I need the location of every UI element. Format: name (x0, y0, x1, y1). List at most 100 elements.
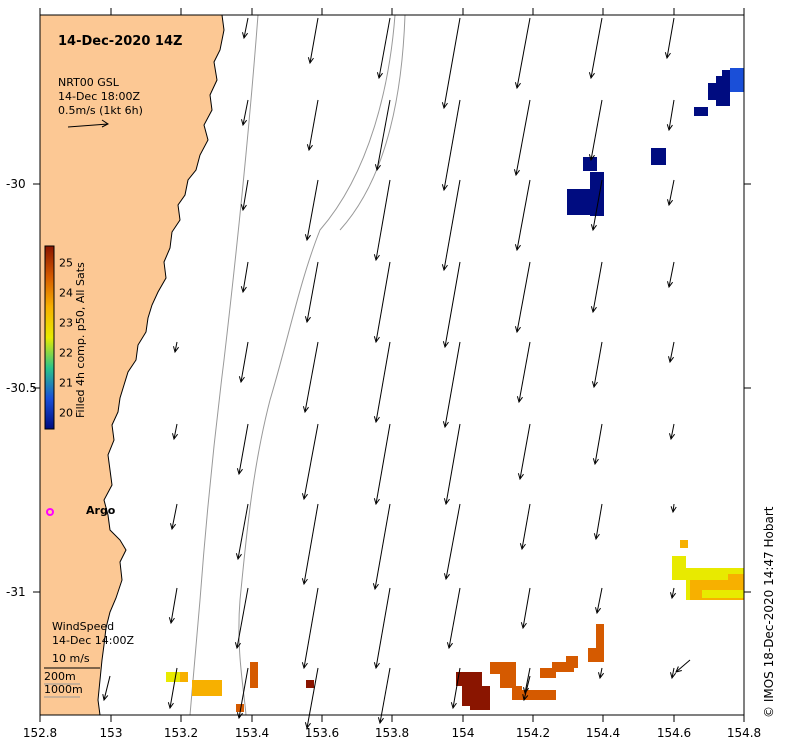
current-arrow-head (516, 396, 523, 404)
current-arrow (441, 179, 461, 272)
current-arrow-head (168, 617, 175, 625)
current-arrow-head (373, 662, 380, 670)
current-arrow-shaft (518, 341, 531, 403)
colorbar-tick: 24 (59, 286, 73, 300)
current-arrow-head (446, 642, 453, 650)
current-arrow (670, 587, 677, 600)
current-arrow (667, 261, 675, 289)
current-arrow (302, 341, 319, 414)
x-tick-label: 153.8 (374, 726, 410, 740)
current-arrow-shaft (375, 587, 391, 669)
current-arrow-head (514, 82, 521, 90)
map-frame (33, 8, 751, 722)
current-arrow-shaft (592, 179, 603, 231)
current-arrow-shaft (306, 179, 319, 241)
sst-pixel (588, 648, 604, 662)
y-tick-label: -30 (6, 177, 26, 191)
current-arrow-shaft (236, 587, 249, 649)
current-arrow-head (441, 102, 448, 110)
current-arrow-head (170, 523, 177, 531)
current-arrow (374, 99, 391, 172)
current-arrow-shaft (596, 587, 603, 614)
current-arrow (376, 17, 391, 80)
x-tick-label: 152.8 (22, 726, 58, 740)
current-arrow-shaft (670, 423, 675, 440)
current-arrow-head (372, 583, 379, 591)
current-arrow-shaft (306, 261, 319, 323)
current-arrow-head (306, 144, 313, 152)
current-arrow-head (450, 702, 457, 710)
current-arrow (668, 341, 675, 364)
current-arrow-head (514, 326, 521, 334)
credit-label: IMOS 18-Dec-2020 14:47 Hobart (762, 506, 776, 703)
current-arrow (307, 17, 319, 65)
sst-pixel (596, 624, 604, 652)
current-arrow (304, 261, 319, 324)
current-arrow-shaft (376, 99, 391, 171)
current-arrow-shaft (516, 17, 531, 89)
current-arrow-shaft (308, 99, 319, 151)
current-arrow-shaft (444, 261, 461, 348)
current-arrow (102, 675, 111, 702)
sst-pixel (728, 574, 744, 584)
current-arrow-head (588, 154, 595, 162)
current-arrow (514, 261, 531, 334)
current-arrow-head (670, 672, 677, 680)
current-arrow (588, 99, 603, 162)
isobath-200m (189, 14, 259, 716)
current-arrow-shaft (675, 659, 691, 673)
current-arrow-head (441, 184, 448, 192)
current-arrow (306, 99, 319, 152)
current-arrow-head (592, 458, 599, 466)
current-arrow-shaft (590, 17, 603, 79)
current-arrow-shaft (515, 99, 531, 176)
current-arrow-head (301, 493, 308, 501)
current-arrow-head (595, 607, 602, 615)
current-arrow (377, 667, 391, 725)
sst-pixel (552, 662, 574, 672)
current-arrow-shaft (303, 587, 319, 669)
current-arrow-head (167, 702, 174, 710)
current-arrow-shaft (238, 423, 249, 475)
current-arrow-head (173, 346, 180, 354)
current-arrow-shaft (375, 179, 391, 261)
isobath-1000m (238, 14, 396, 716)
current-arrow (519, 503, 531, 551)
current-arrow-head (377, 717, 384, 725)
colorbar-tick: 21 (59, 376, 73, 390)
current-arrow-head (172, 433, 179, 441)
x-tick-label: 154.4 (585, 726, 621, 740)
sst-pixel (583, 157, 597, 171)
sst-pixel (651, 148, 666, 165)
current-arrow-head (234, 642, 241, 650)
current-arrow-shaft (169, 667, 178, 709)
sst-pixel (470, 700, 490, 710)
current-arrow (514, 179, 531, 252)
current-arrow-shaft (516, 261, 531, 333)
sst-layer (166, 68, 744, 712)
current-arrow-shaft (174, 341, 178, 353)
current-arrow-head (241, 119, 248, 127)
x-tick-label: 154.2 (515, 726, 551, 740)
current-arrow-head (373, 498, 380, 506)
current-arrow-head (242, 32, 249, 40)
current-arrow (236, 423, 249, 476)
isobath-deep (339, 14, 406, 231)
current-arrow (443, 423, 461, 506)
current-arrow-head (376, 72, 383, 80)
current-arrow-shaft (592, 261, 603, 313)
current-arrow-shaft (303, 503, 319, 585)
current-arrow (514, 17, 531, 90)
current-arrows (102, 17, 691, 730)
current-arrow (242, 17, 249, 40)
current-arrow-head (304, 234, 311, 242)
current-arrow-head (664, 52, 671, 60)
current-arrow (517, 423, 531, 481)
current-arrow-head (441, 264, 448, 272)
current-arrow-head (301, 578, 308, 586)
current-arrow-head (668, 356, 675, 364)
current-arrow-head (238, 376, 245, 384)
current-arrow-shaft (171, 503, 178, 530)
current-scale-arrow-head (101, 119, 109, 128)
current-arrow-shaft (103, 675, 111, 701)
